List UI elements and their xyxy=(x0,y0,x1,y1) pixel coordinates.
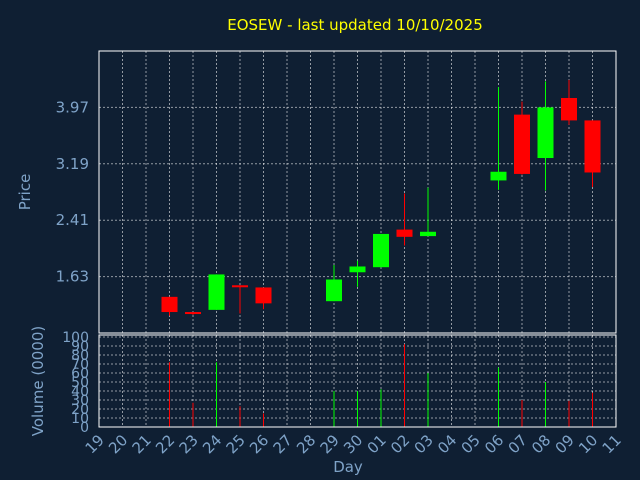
price-grid xyxy=(99,51,616,333)
x-tick-label: 21 xyxy=(129,431,155,457)
candle-body xyxy=(349,266,366,273)
candle-body xyxy=(420,231,436,237)
volume-y-tick-label: 10 xyxy=(71,411,89,427)
volume-axis-label: Volume (0000) xyxy=(29,326,47,436)
x-tick-label: 11 xyxy=(599,431,625,457)
x-tick-label: 01 xyxy=(364,431,390,457)
candles xyxy=(161,79,601,316)
x-tick-label: 10 xyxy=(575,431,601,457)
price-y-tick-label: 3.19 xyxy=(56,155,89,173)
x-tick-label: 06 xyxy=(481,431,507,457)
candle-body xyxy=(185,312,201,315)
x-tick-label: 23 xyxy=(176,431,202,457)
x-tick-labels: 1920212223242526272829300102030405060708… xyxy=(82,431,625,457)
price-y-tick-labels: 1.63 2.41 3.19 3.97 xyxy=(56,98,89,285)
price-y-tick-label: 3.97 xyxy=(56,98,89,116)
x-tick-label: 30 xyxy=(340,431,366,457)
candle-body xyxy=(208,274,225,310)
x-tick-label: 09 xyxy=(552,431,578,457)
price-axis-label: Price xyxy=(16,174,34,211)
price-y-tick-label: 2.41 xyxy=(56,211,89,229)
candle-body xyxy=(255,287,272,304)
volume-y-tick-label: 40 xyxy=(71,384,89,400)
volume-y-tick-label: 80 xyxy=(71,348,89,364)
candle-body xyxy=(514,114,530,174)
x-tick-label: 22 xyxy=(152,431,178,457)
x-tick-label: 24 xyxy=(199,431,225,457)
x-tick-label: 26 xyxy=(246,431,272,457)
x-tick-label: 25 xyxy=(223,431,249,457)
chart-title: EOSEW - last updated 10/10/2025 xyxy=(227,16,482,34)
candle-body xyxy=(161,296,178,313)
x-tick-label: 05 xyxy=(458,431,484,457)
candle-body xyxy=(373,233,389,268)
volume-y-tick-label: 20 xyxy=(71,402,89,418)
x-tick-label: 03 xyxy=(411,431,437,457)
price-panel-frame xyxy=(98,50,617,334)
x-tick-label: 08 xyxy=(528,431,554,457)
volume-panel-frame xyxy=(98,334,617,428)
x-tick-label: 27 xyxy=(270,431,296,457)
candle-body xyxy=(561,98,577,121)
volume-y-tick-label: 100 xyxy=(62,330,89,346)
volume-y-tick-label: 50 xyxy=(71,375,89,391)
volume-y-tick-label: 60 xyxy=(71,366,89,382)
x-tick-label: 04 xyxy=(434,431,460,457)
x-axis-label: Day xyxy=(333,458,363,476)
candle-body xyxy=(396,229,413,237)
x-tick-label: 07 xyxy=(505,431,531,457)
candle-body xyxy=(584,120,601,173)
candle-body xyxy=(232,285,248,288)
candle-body xyxy=(326,279,342,302)
x-tick-label: 29 xyxy=(317,431,343,457)
volume-bars xyxy=(169,344,593,427)
volume-y-tick-label: 0 xyxy=(80,420,89,436)
x-tick-label: 20 xyxy=(105,431,131,457)
volume-y-tick-label: 90 xyxy=(71,339,89,355)
price-y-tick-label: 1.63 xyxy=(56,268,89,286)
x-tick-label: 02 xyxy=(387,431,413,457)
volume-y-tick-label: 30 xyxy=(71,393,89,409)
volume-y-tick-label: 70 xyxy=(71,357,89,373)
x-tick-label: 28 xyxy=(293,431,319,457)
candle-body xyxy=(537,107,554,159)
candle-body xyxy=(490,171,507,181)
